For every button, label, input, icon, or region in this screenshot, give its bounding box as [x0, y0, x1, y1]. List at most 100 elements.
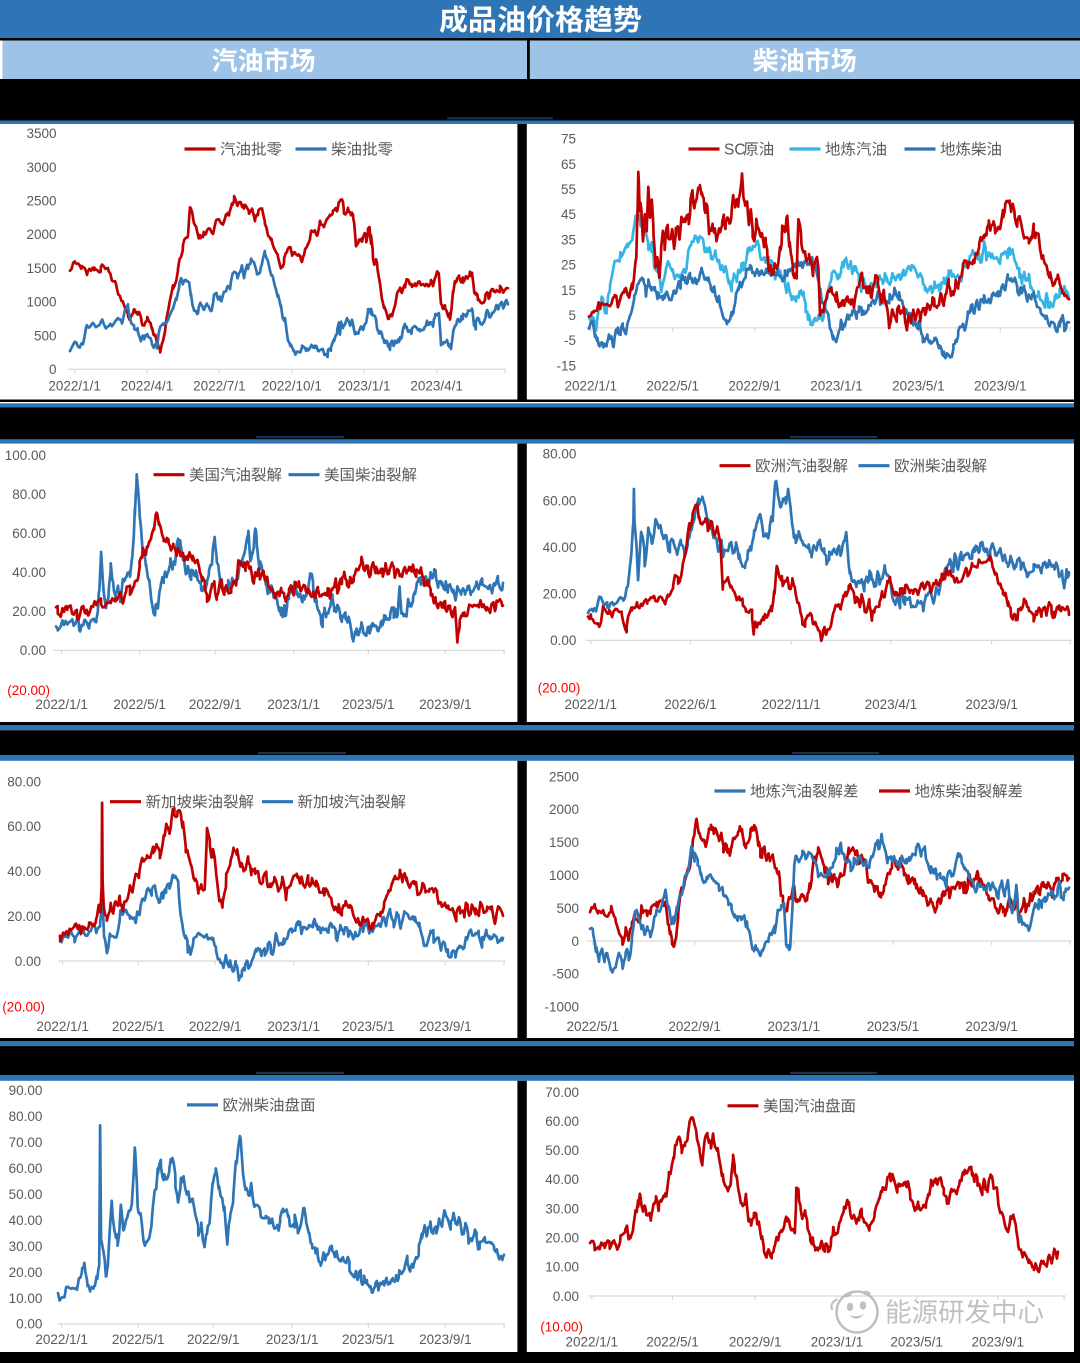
- svg-text:80.00: 80.00: [12, 487, 46, 502]
- svg-text:2023/1/1: 2023/1/1: [338, 379, 391, 394]
- svg-text:2022/1/1: 2022/1/1: [565, 379, 618, 394]
- svg-text:30.00: 30.00: [9, 1239, 43, 1254]
- svg-text:2023/1/1: 2023/1/1: [267, 1019, 320, 1034]
- svg-text:0.00: 0.00: [550, 633, 576, 648]
- svg-text:2500: 2500: [549, 769, 579, 784]
- svg-text:1500: 1500: [549, 835, 579, 850]
- svg-text:20.00: 20.00: [12, 604, 46, 619]
- svg-text:3000: 3000: [26, 160, 56, 175]
- svg-text:20.00: 20.00: [545, 1231, 579, 1246]
- svg-text:10.00: 10.00: [545, 1260, 579, 1275]
- svg-text:-5: -5: [564, 333, 576, 348]
- svg-text:75: 75: [561, 132, 576, 147]
- svg-text:1000: 1000: [549, 868, 579, 883]
- svg-text:2023/9/1: 2023/9/1: [974, 379, 1027, 394]
- svg-text:2023/9/1: 2023/9/1: [419, 1019, 472, 1034]
- svg-text:SC: SC: [724, 142, 746, 159]
- svg-text:0: 0: [49, 362, 57, 377]
- svg-text:10.00: 10.00: [9, 1291, 43, 1306]
- svg-text:2023/1/1: 2023/1/1: [267, 697, 320, 712]
- svg-text:2023/1/1: 2023/1/1: [266, 1332, 319, 1347]
- svg-text:2500: 2500: [26, 194, 56, 209]
- svg-text:2022/11/1: 2022/11/1: [762, 697, 821, 712]
- svg-text:(20.00): (20.00): [538, 681, 581, 696]
- svg-text:60.00: 60.00: [9, 1161, 43, 1176]
- svg-text:-1000: -1000: [544, 1000, 579, 1015]
- svg-text:1500: 1500: [26, 261, 56, 276]
- svg-text:(10.00): (10.00): [540, 1320, 583, 1335]
- svg-text:(20.00): (20.00): [2, 1000, 45, 1015]
- svg-text:0.00: 0.00: [15, 954, 41, 969]
- svg-text:2022/9/1: 2022/9/1: [729, 1335, 782, 1350]
- svg-text:30.00: 30.00: [545, 1201, 579, 1216]
- svg-text:3500: 3500: [26, 126, 56, 141]
- svg-text:2022/5/1: 2022/5/1: [113, 697, 166, 712]
- svg-text:60.00: 60.00: [7, 819, 41, 834]
- svg-text:2022/1/1: 2022/1/1: [35, 697, 88, 712]
- svg-text:40.00: 40.00: [9, 1213, 43, 1228]
- svg-text:0.00: 0.00: [20, 643, 46, 658]
- svg-text:40.00: 40.00: [543, 540, 577, 555]
- svg-text:2023/9/1: 2023/9/1: [972, 1335, 1025, 1350]
- svg-text:65: 65: [561, 157, 576, 172]
- svg-text:20.00: 20.00: [9, 1265, 43, 1280]
- svg-text:15: 15: [561, 283, 576, 298]
- svg-text:0: 0: [571, 934, 579, 949]
- svg-text:2022/1/1: 2022/1/1: [35, 1332, 88, 1347]
- svg-text:2023/9/1: 2023/9/1: [965, 1019, 1018, 1034]
- svg-text:2023/5/1: 2023/5/1: [890, 1335, 943, 1350]
- svg-text:40.00: 40.00: [12, 565, 46, 580]
- svg-text:70.00: 70.00: [9, 1135, 43, 1150]
- svg-text:80.00: 80.00: [9, 1109, 43, 1124]
- svg-text:2022/9/1: 2022/9/1: [668, 1019, 721, 1034]
- svg-text:2000: 2000: [26, 227, 56, 242]
- svg-text:2023/9/1: 2023/9/1: [419, 1332, 472, 1347]
- svg-text:2022/5/1: 2022/5/1: [112, 1332, 165, 1347]
- svg-text:2023/5/1: 2023/5/1: [892, 379, 945, 394]
- svg-text:0.00: 0.00: [16, 1317, 42, 1332]
- svg-text:2022/9/1: 2022/9/1: [728, 379, 781, 394]
- svg-text:40.00: 40.00: [545, 1172, 579, 1187]
- svg-text:2023/5/1: 2023/5/1: [342, 697, 395, 712]
- svg-text:2022/5/1: 2022/5/1: [646, 379, 699, 394]
- svg-text:2023/1/1: 2023/1/1: [810, 379, 863, 394]
- svg-text:25: 25: [561, 258, 576, 273]
- svg-text:20.00: 20.00: [543, 587, 577, 602]
- svg-text:55: 55: [561, 182, 576, 197]
- svg-text:2023/9/1: 2023/9/1: [419, 697, 472, 712]
- svg-text:2023/1/1: 2023/1/1: [811, 1335, 864, 1350]
- svg-text:2023/9/1: 2023/9/1: [965, 697, 1018, 712]
- svg-text:50.00: 50.00: [9, 1187, 43, 1202]
- svg-text:(20.00): (20.00): [7, 683, 50, 698]
- svg-text:80.00: 80.00: [543, 447, 577, 462]
- svg-text:2022/9/1: 2022/9/1: [189, 697, 242, 712]
- svg-text:20.00: 20.00: [7, 909, 41, 924]
- svg-text:5: 5: [568, 308, 576, 323]
- svg-text:2022/6/1: 2022/6/1: [664, 697, 717, 712]
- svg-text:2022/4/1: 2022/4/1: [121, 379, 174, 394]
- svg-text:2000: 2000: [549, 802, 579, 817]
- svg-text:500: 500: [34, 328, 57, 343]
- svg-text:2022/1/1: 2022/1/1: [565, 697, 618, 712]
- svg-text:2022/7/1: 2022/7/1: [193, 379, 246, 394]
- svg-text:60.00: 60.00: [545, 1114, 579, 1129]
- svg-text:2022/10/1: 2022/10/1: [262, 379, 322, 394]
- svg-text:2022/1/1: 2022/1/1: [48, 379, 101, 394]
- svg-text:50.00: 50.00: [545, 1143, 579, 1158]
- svg-text:100.00: 100.00: [5, 448, 46, 463]
- svg-text:90.00: 90.00: [9, 1083, 43, 1098]
- svg-text:2022/9/1: 2022/9/1: [189, 1019, 242, 1034]
- svg-text:2022/1/1: 2022/1/1: [36, 1019, 89, 1034]
- svg-text:2022/5/1: 2022/5/1: [646, 1335, 699, 1350]
- svg-text:2022/9/1: 2022/9/1: [187, 1332, 240, 1347]
- svg-text:-15: -15: [556, 358, 576, 373]
- svg-text:2022/5/1: 2022/5/1: [567, 1019, 620, 1034]
- svg-text:2023/5/1: 2023/5/1: [867, 1019, 920, 1034]
- svg-text:500: 500: [556, 901, 579, 916]
- svg-text:2022/5/1: 2022/5/1: [112, 1019, 165, 1034]
- svg-text:2023/5/1: 2023/5/1: [342, 1019, 395, 1034]
- svg-text:35: 35: [561, 232, 576, 247]
- svg-text:70.00: 70.00: [545, 1085, 579, 1100]
- svg-text:2023/4/1: 2023/4/1: [865, 697, 918, 712]
- svg-text:2023/1/1: 2023/1/1: [768, 1019, 821, 1034]
